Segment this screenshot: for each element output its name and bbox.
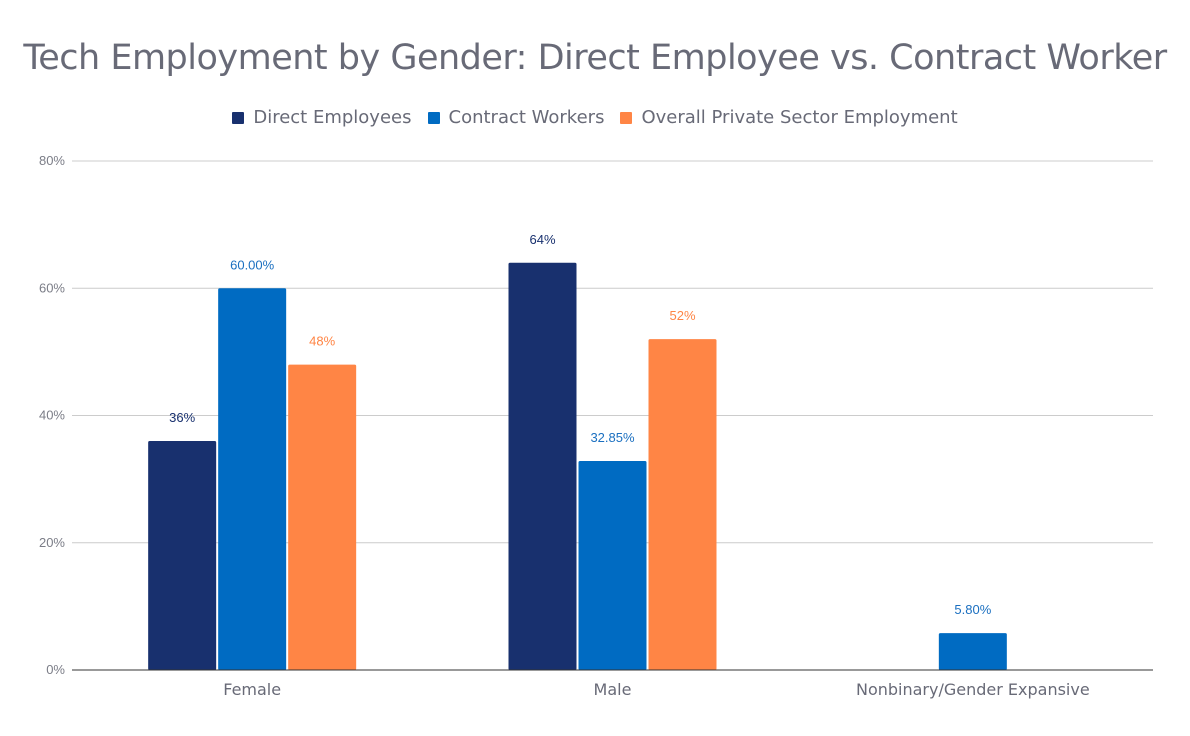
y-tick-label: 20% [39,535,65,550]
data-label: 64% [529,232,555,247]
data-label: 52% [669,308,695,323]
data-labels: 36% 60.00% 48% 64% 32.85% 52% 5.80% [169,232,992,617]
legend-swatch-direct-employees [232,111,245,124]
bars [148,262,1007,670]
legend-swatch-overall-private-sector [620,111,633,124]
y-tick-label: 0% [46,662,65,677]
bar-contract-workers[interactable] [578,460,647,670]
x-axis-categories: Female Male Nonbinary/Gender Expansive [223,680,1089,699]
y-tick-label: 40% [39,408,65,423]
y-axis-ticks: 0% 20% 40% 60% 80% [39,153,65,677]
legend-item-overall-private-sector[interactable]: Overall Private Sector Employment [620,107,958,128]
legend-label: Overall Private Sector Employment [641,107,958,128]
legend-label: Direct Employees [253,107,412,128]
data-label: 32.85% [590,430,635,445]
legend-item-contract-workers[interactable]: Contract Workers [427,107,605,128]
legend-swatch-contract-workers [427,111,440,124]
y-tick-label: 80% [39,153,65,168]
bar-contract-workers[interactable] [938,633,1007,670]
bar-direct-employees[interactable] [508,262,577,670]
chart-title: Tech Employment by Gender: Direct Employ… [23,38,1167,78]
x-category-label: Male [594,680,632,699]
x-category-label: Female [223,680,281,699]
data-label: 5.80% [954,602,991,617]
x-category-label: Nonbinary/Gender Expansive [856,680,1090,699]
bar-overall-private-sector-employment[interactable] [648,339,717,670]
legend-label: Contract Workers [448,107,605,128]
y-tick-label: 60% [39,280,65,295]
bar-contract-workers[interactable] [218,288,287,670]
data-label: 36% [169,410,195,425]
legend: Direct Employees Contract Workers Overal… [0,107,1190,128]
bar-overall-private-sector-employment[interactable] [288,364,357,670]
bar-direct-employees[interactable] [148,440,217,670]
data-label: 48% [309,334,335,349]
legend-item-direct-employees[interactable]: Direct Employees [232,107,412,128]
data-label: 60.00% [230,257,275,272]
